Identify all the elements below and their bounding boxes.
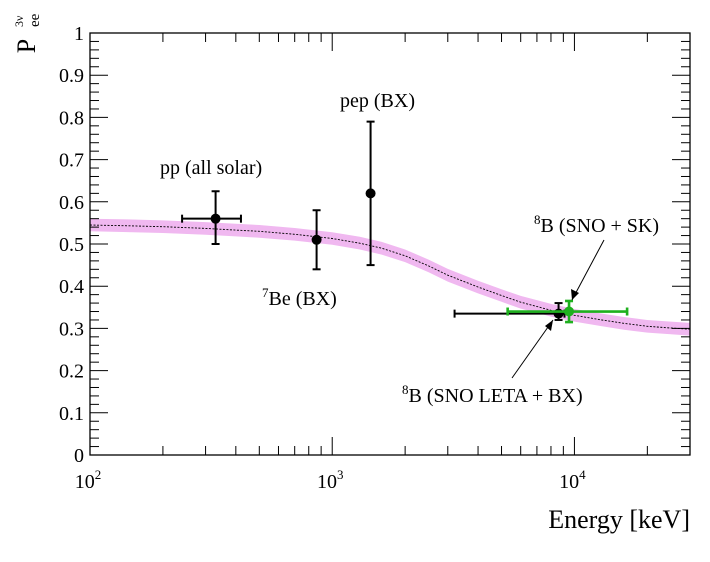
annotation-b8-sno-sk-text: B (SNO + SK)	[541, 215, 660, 237]
point-marker	[365, 188, 376, 199]
annotation-be7-sup: 7	[262, 285, 269, 300]
annotation-pp: pp (all solar)	[160, 157, 262, 179]
y-tick-label: 0.1	[59, 403, 84, 425]
data-points	[181, 120, 629, 324]
data-point	[181, 190, 242, 245]
y-axis-title-sub: ee	[27, 13, 43, 27]
arrow-b8-leta-bx	[511, 319, 554, 379]
y-tick-labels: 0 0.1 0.2 0.3 0.4 0.5 0.6 0.7 0.8 0.9 1	[59, 23, 84, 467]
x-tick-label: 104	[559, 467, 586, 493]
plot-frame	[89, 32, 691, 456]
y-tick-label: 0	[74, 445, 84, 467]
y-tick-label: 0.2	[59, 361, 84, 383]
x-tick-labels: 102 103 104	[75, 467, 586, 493]
annotation-b8-sno-sk-sup: 8	[534, 212, 541, 227]
x-tick-label: 102	[75, 467, 102, 493]
y-tick-label: 0.4	[59, 276, 84, 298]
svg-text:P: P	[12, 39, 41, 53]
y-tick-label: 1	[74, 23, 84, 45]
data-point	[311, 209, 322, 271]
arrow-b8-sno-sk	[571, 239, 605, 301]
y-tick-label: 0.8	[59, 107, 84, 129]
y-axis-title: P 3ν ee	[12, 13, 43, 53]
y-tick-label: 0.9	[59, 65, 84, 87]
data-point	[365, 120, 376, 267]
band-central-line	[89, 224, 691, 330]
band-fill	[90, 218, 690, 336]
y-tick-label: 0.5	[59, 234, 84, 256]
point-marker	[564, 306, 575, 317]
annotation-be7: 7Be (BX)	[262, 285, 337, 310]
annotation-be7-text: Be (BX)	[269, 288, 337, 310]
annotation-pep: pep (BX)	[340, 90, 415, 112]
y-axis-title-sup: 3ν	[12, 15, 26, 27]
annotation-b8-sno-sk: 8B (SNO + SK)	[534, 212, 659, 237]
point-marker	[553, 308, 564, 319]
data-point	[506, 299, 629, 324]
point-marker	[311, 234, 322, 245]
oscillation-band	[89, 218, 691, 336]
x-axis-title: Energy [keV]	[548, 505, 690, 534]
annotation-b8-leta-bx: 8B (SNO LETA + BX)	[402, 382, 583, 407]
annotation-b8-leta-bx-sup: 8	[402, 382, 409, 397]
x-tick-label: 103	[317, 467, 344, 493]
y-tick-label: 0.7	[59, 150, 84, 172]
y-tick-label: 0.6	[59, 192, 84, 214]
annotation-b8-leta-bx-text: B (SNO LETA + BX)	[409, 385, 583, 407]
y-axis-title-main: P	[12, 39, 41, 53]
point-marker	[210, 213, 221, 224]
y-tick-label: 0.3	[59, 318, 84, 340]
